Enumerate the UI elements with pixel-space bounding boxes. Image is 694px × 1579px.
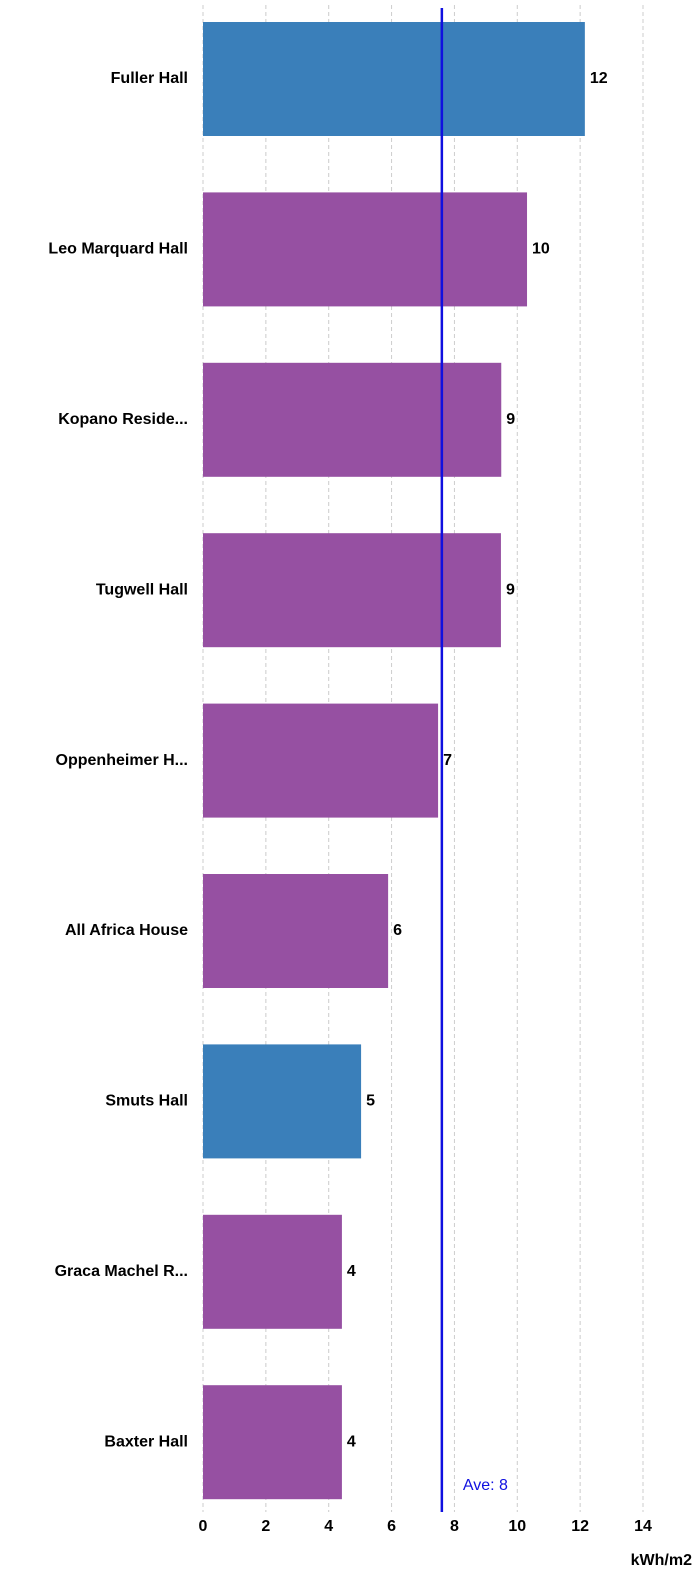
x-tick-label: 14: [634, 1518, 652, 1535]
value-label: 4: [347, 1263, 356, 1280]
bar: [203, 22, 585, 136]
x-tick-label: 6: [387, 1518, 396, 1535]
bar: [203, 1214, 342, 1329]
average-label: Ave: 8: [463, 1477, 508, 1494]
bar: [203, 1385, 342, 1500]
y-tick-label: Oppenheimer H...: [56, 752, 188, 769]
y-tick-label: Baxter Hall: [104, 1433, 188, 1450]
x-tick-label: 0: [199, 1518, 208, 1535]
bar: [203, 192, 528, 307]
y-tick-label: Leo Marquard Hall: [48, 241, 188, 258]
value-label: 4: [347, 1433, 356, 1450]
x-tick-label: 10: [508, 1518, 526, 1535]
value-label: 12: [590, 70, 608, 87]
y-tick-label: All Africa House: [65, 922, 188, 939]
bar: [203, 362, 502, 477]
value-label: 9: [506, 581, 515, 598]
value-label: 7: [443, 752, 452, 769]
bar: [203, 533, 501, 648]
x-axis-label: kWh/m2: [631, 1552, 692, 1569]
y-tick-label: Kopano Reside...: [58, 411, 188, 428]
y-tick-label: Graca Machel R...: [55, 1263, 188, 1280]
value-label: 10: [532, 241, 550, 258]
y-tick-label: Smuts Hall: [105, 1093, 188, 1110]
value-label: 9: [506, 411, 515, 428]
value-label: 6: [393, 922, 402, 939]
y-tick-label: Fuller Hall: [111, 70, 188, 87]
x-tick-label: 2: [261, 1518, 270, 1535]
x-tick-label: 8: [450, 1518, 459, 1535]
x-tick-label: 4: [324, 1518, 333, 1535]
y-tick-label: Tugwell Hall: [96, 581, 188, 598]
value-label: 5: [366, 1093, 375, 1110]
bar: [203, 874, 389, 988]
bar: [203, 703, 439, 818]
x-tick-label: 12: [571, 1518, 589, 1535]
bar: [203, 1044, 362, 1159]
